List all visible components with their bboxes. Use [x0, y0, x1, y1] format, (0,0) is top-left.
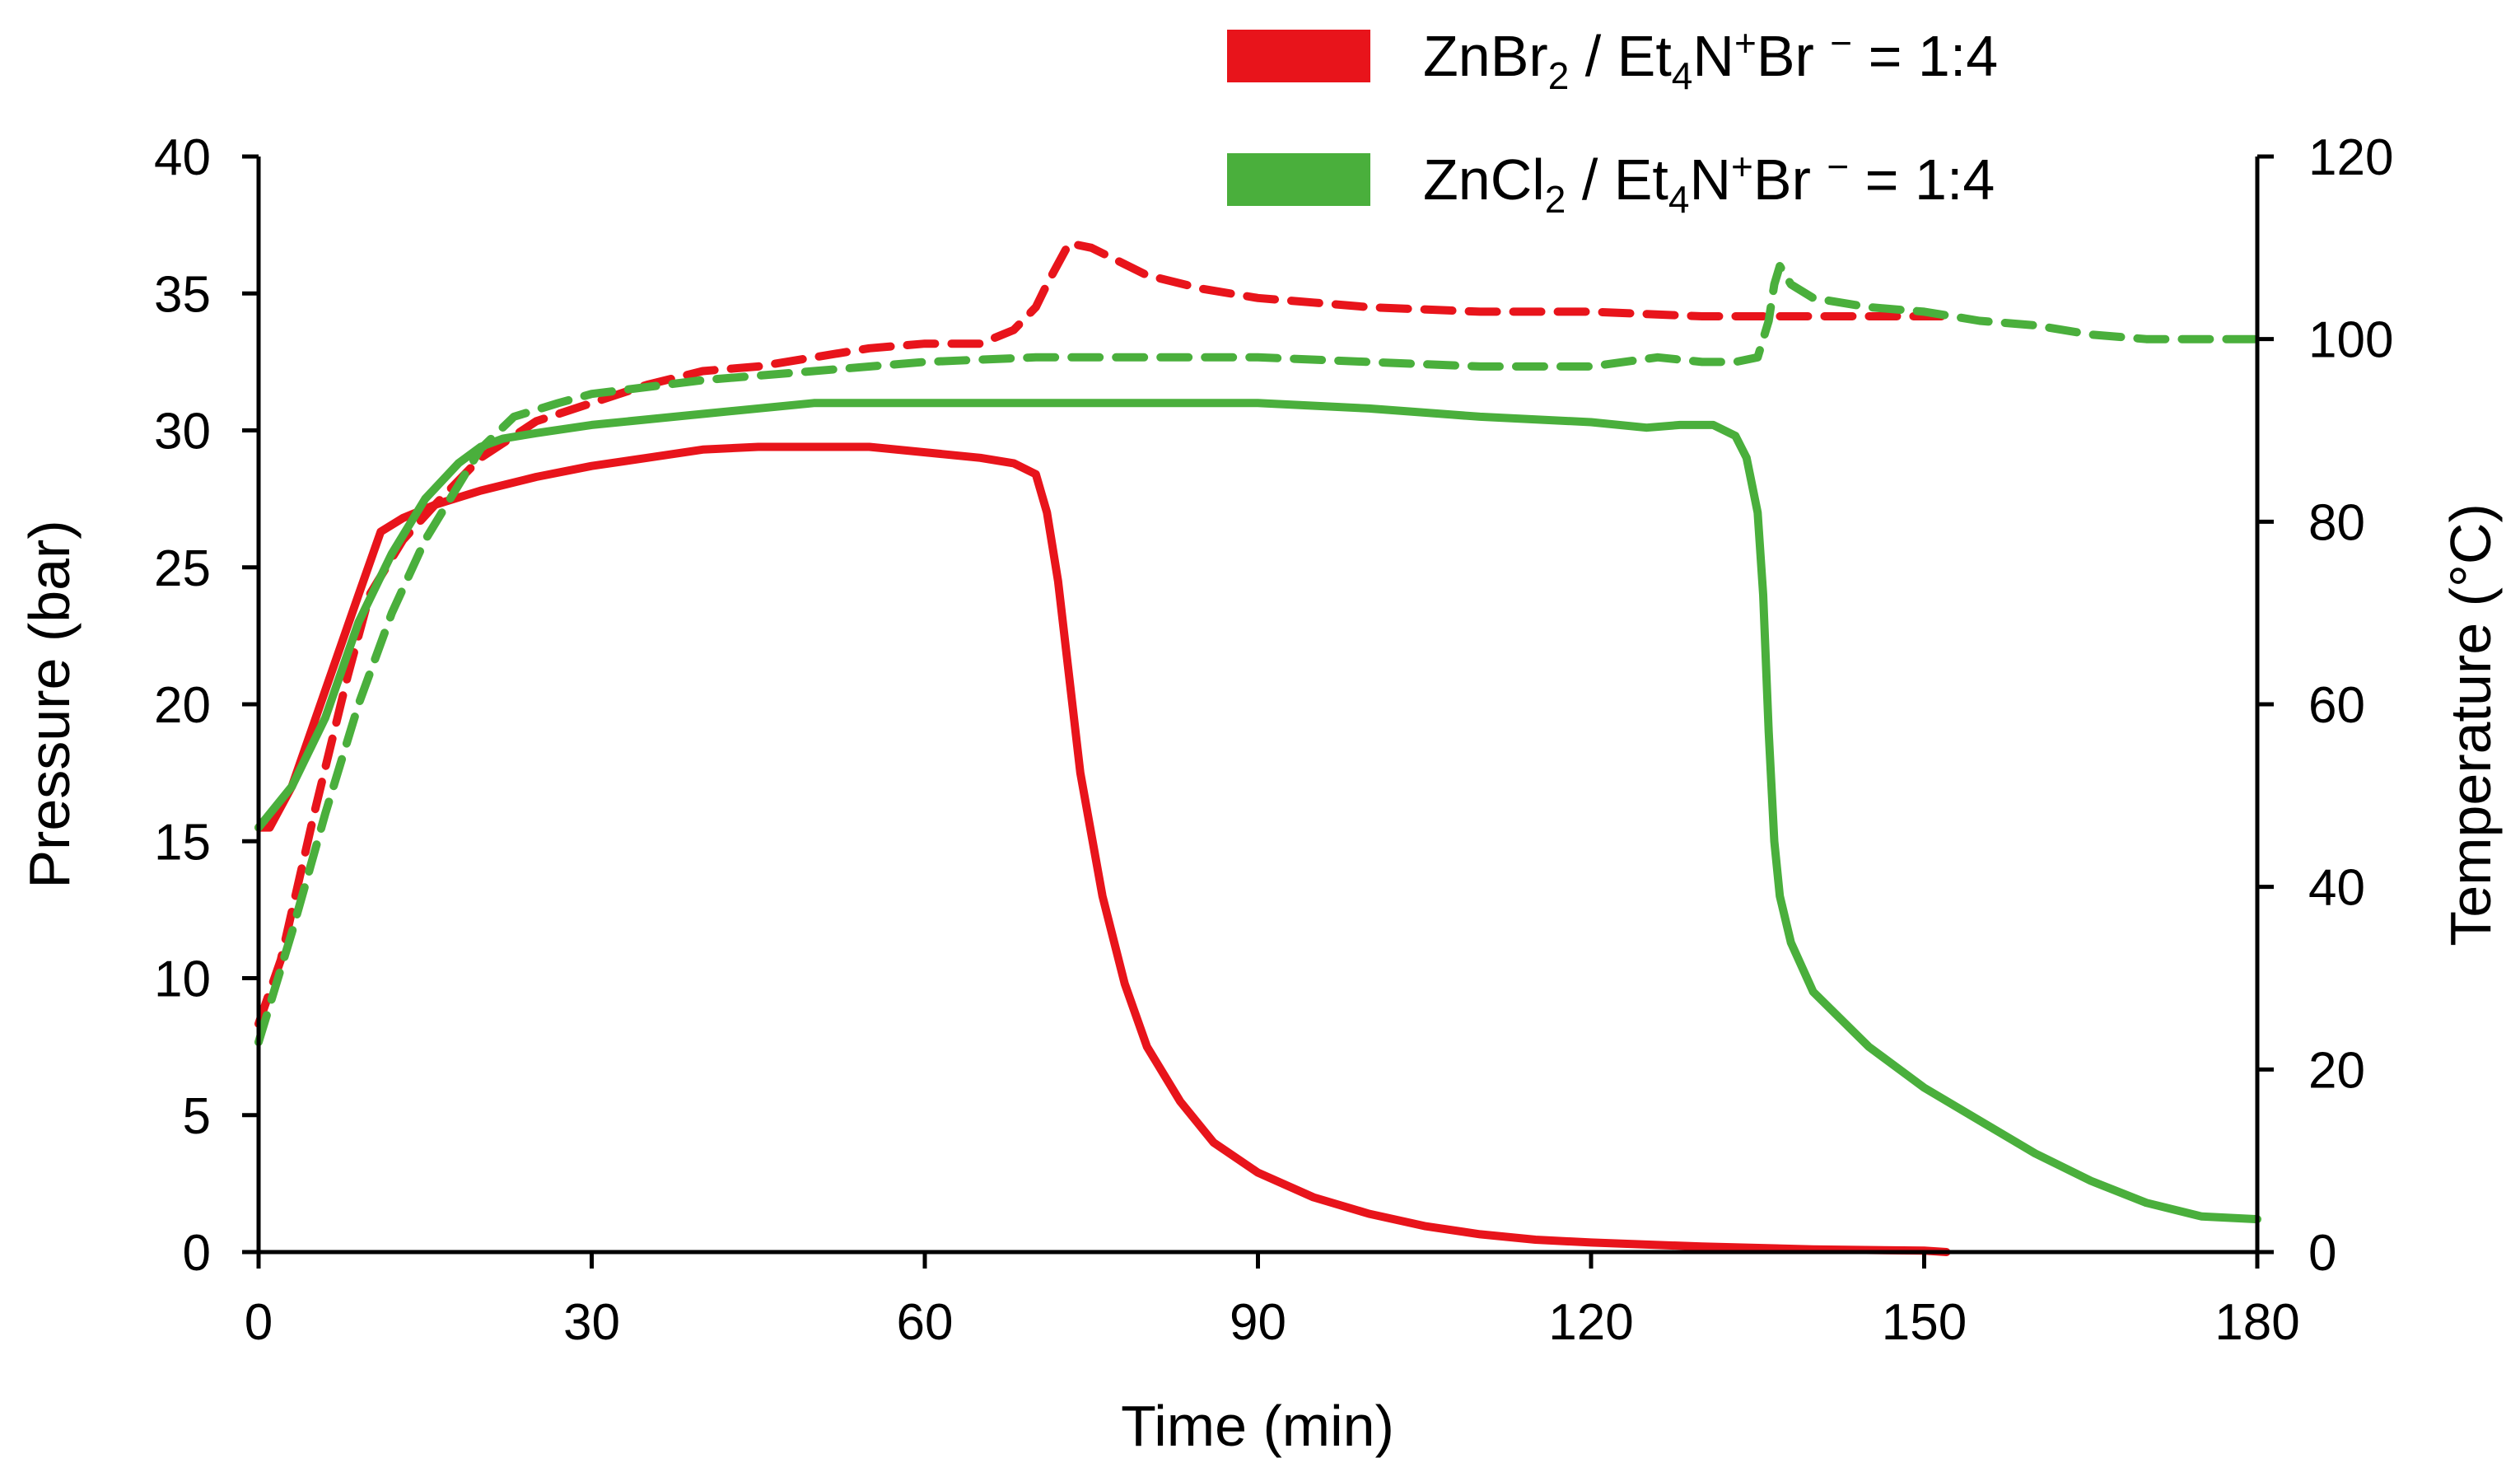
y-tick-label: 25 [154, 540, 211, 597]
y-tick-label: 0 [183, 1225, 211, 1282]
tick-layer: 0 30 60 90 120 150 180051015202530354002040608… [154, 129, 2393, 1351]
y2-tick-label: 120 [2308, 129, 2393, 186]
y-tick-label: 30 [154, 404, 211, 460]
x-tick-label: 30 [563, 1294, 620, 1351]
y2-tick-label: 0 [2308, 1225, 2336, 1282]
legend-swatch-zncl2 [1227, 153, 1370, 206]
x-axis-title: Time (min) [1121, 1394, 1394, 1458]
legend: ZnBr2 / Et4N+Br − = 1:4 ZnCl2 / Et4N+Br … [1227, 21, 1998, 221]
series-line-1 [254, 239, 1951, 1028]
y2-tick-label: 60 [2308, 677, 2365, 734]
series-line-0 [254, 442, 1951, 1256]
x-tick-label: 180 [2214, 1294, 2299, 1351]
y2-tick-label: 80 [2308, 494, 2365, 551]
left-y-axis-title: Pressure (bar) [17, 520, 82, 888]
y-tick-label: 10 [154, 951, 211, 1008]
series-line-2 [254, 399, 2261, 1224]
y-tick-label: 20 [154, 677, 211, 734]
series-layer [254, 239, 2261, 1256]
series-line-3 [254, 262, 2261, 1047]
y-tick-label: 15 [154, 814, 211, 871]
x-tick-label: 60 [897, 1294, 954, 1351]
x-tick-label: 90 [1230, 1294, 1286, 1351]
y2-tick-label: 40 [2308, 860, 2365, 917]
x-tick-label: 120 [1548, 1294, 1633, 1351]
y-tick-label: 40 [154, 129, 211, 186]
x-tick-label: 0 [245, 1294, 273, 1351]
legend-label-zncl2: ZnCl2 / Et4N+Br − = 1:4 [1423, 145, 1995, 221]
y2-tick-label: 20 [2308, 1042, 2365, 1099]
y-tick-label: 35 [154, 266, 211, 323]
legend-swatch-znbr2 [1227, 30, 1370, 82]
axes [256, 157, 2260, 1255]
x-tick-label: 150 [1882, 1294, 1967, 1351]
legend-label-znbr2: ZnBr2 / Et4N+Br − = 1:4 [1423, 21, 1998, 97]
y-tick-label: 5 [183, 1088, 211, 1145]
y2-tick-label: 100 [2308, 312, 2393, 369]
right-y-axis-title: Temperature (°C) [2438, 503, 2503, 946]
